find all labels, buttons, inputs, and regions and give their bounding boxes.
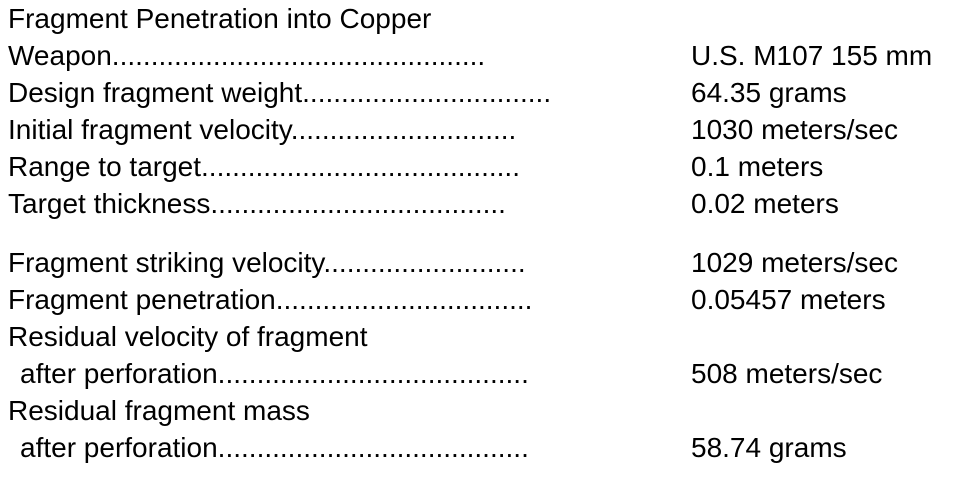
label-text: after perforation <box>20 432 218 463</box>
input-row-fragment-weight: Design fragment weight..................… <box>8 74 963 111</box>
result-row-striking-velocity: Fragment striking velocity..............… <box>8 244 963 281</box>
dot-leader: ........................................… <box>111 40 486 71</box>
dot-leader: ........................................ <box>217 358 529 389</box>
dot-leader: .......................... <box>323 247 526 278</box>
row-label: after perforation.......................… <box>20 429 529 466</box>
row-label: after perforation.......................… <box>20 355 529 392</box>
input-row-weapon: Weapon..................................… <box>8 37 963 74</box>
label-text: Fragment striking velocity <box>8 247 324 278</box>
label-text: Design fragment weight <box>8 77 303 108</box>
input-row-target-thickness: Target thickness........................… <box>8 185 963 222</box>
row-label: Fragment striking velocity..............… <box>8 244 526 281</box>
result-heading-residual-velocity: Residual velocity of fragment <box>8 318 963 355</box>
row-value: U.S. M107 155 mm <box>691 40 933 71</box>
result-heading-residual-mass: Residual fragment mass <box>8 392 963 429</box>
dot-leader: ................................. <box>275 284 533 315</box>
row-label: Weapon..................................… <box>8 37 485 74</box>
report-title: Fragment Penetration into Copper <box>8 3 432 34</box>
penetration-report: Fragment Penetration into Copper Weapon.… <box>8 0 963 466</box>
report-title-line: Fragment Penetration into Copper <box>8 0 963 37</box>
row-value: 0.05457 meters <box>691 284 886 315</box>
section-spacer <box>8 222 963 244</box>
label-text: Fragment penetration <box>8 284 276 315</box>
row-value: 58.74 grams <box>691 432 847 463</box>
row-heading: Residual fragment mass <box>8 395 310 426</box>
row-value: 508 meters/sec <box>691 358 883 389</box>
label-text: Weapon <box>8 40 112 71</box>
label-text: Initial fragment velocity <box>8 114 291 145</box>
row-value: 1029 meters/sec <box>691 247 898 278</box>
row-heading: Residual velocity of fragment <box>8 321 368 352</box>
dot-leader: ............................. <box>290 114 517 145</box>
row-value: 64.35 grams <box>691 77 847 108</box>
row-label: Range to target.........................… <box>8 148 520 185</box>
dot-leader: ........................................ <box>217 432 529 463</box>
label-text: after perforation <box>20 358 218 389</box>
row-label: Initial fragment velocity...............… <box>8 111 516 148</box>
label-text: Target thickness <box>8 188 211 219</box>
result-row-residual-velocity: after perforation.......................… <box>8 355 963 392</box>
input-row-range: Range to target.........................… <box>8 148 963 185</box>
result-row-penetration: Fragment penetration....................… <box>8 281 963 318</box>
label-text: Range to target <box>8 151 202 182</box>
dot-leader: ...................................... <box>210 188 506 219</box>
row-value: 0.02 meters <box>691 188 839 219</box>
dot-leader: ................................ <box>302 77 552 108</box>
row-value: 0.1 meters <box>691 151 824 182</box>
result-row-residual-mass: after perforation.......................… <box>8 429 963 466</box>
row-value: 1030 meters/sec <box>691 114 898 145</box>
row-label: Fragment penetration....................… <box>8 281 532 318</box>
row-label: Design fragment weight..................… <box>8 74 551 111</box>
dot-leader: ........................................… <box>201 151 520 182</box>
input-row-initial-velocity: Initial fragment velocity...............… <box>8 111 963 148</box>
row-label: Target thickness........................… <box>8 185 506 222</box>
